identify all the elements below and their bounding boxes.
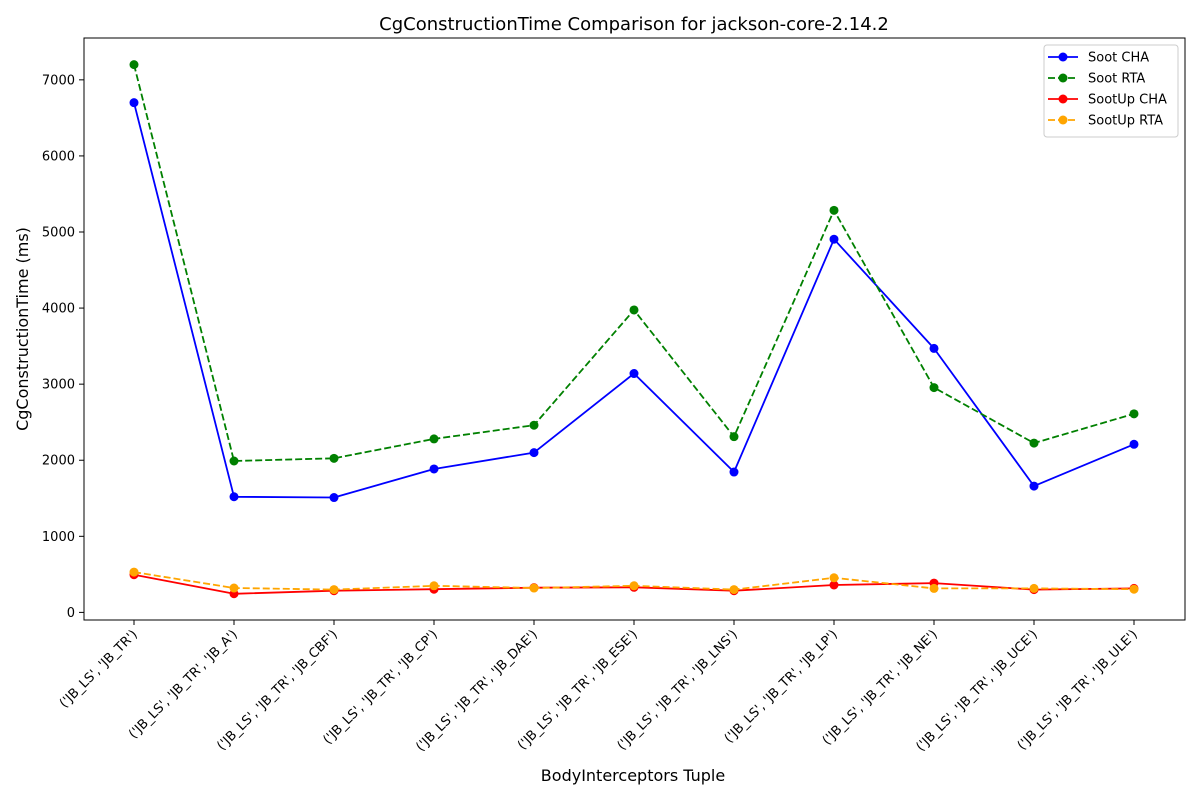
data-point: [129, 60, 139, 70]
data-point: [1029, 438, 1039, 448]
y-axis-label: CgConstructionTime (ms): [13, 227, 32, 431]
y-tick-label: 1000: [42, 530, 75, 545]
series-sootup-rta: [129, 567, 1139, 595]
y-tick-label: 2000: [42, 454, 75, 469]
data-point: [1129, 439, 1139, 449]
data-point: [429, 434, 439, 444]
data-point: [229, 492, 239, 502]
data-point: [1029, 481, 1039, 491]
data-point: [1129, 409, 1139, 419]
data-point: [729, 467, 739, 477]
y-tick-label: 3000: [42, 378, 75, 393]
data-point: [329, 493, 339, 503]
data-point: [929, 383, 939, 393]
legend-label: SootUp CHA: [1088, 93, 1167, 108]
data-point: [929, 583, 939, 593]
data-point: [429, 581, 439, 591]
data-point: [629, 305, 639, 315]
y-tick-label: 0: [67, 606, 75, 621]
data-point: [729, 585, 739, 595]
data-point: [429, 464, 439, 474]
data-point: [229, 456, 239, 466]
data-point: [129, 98, 139, 108]
legend-label: SootUp RTA: [1088, 114, 1163, 129]
data-point: [829, 573, 839, 583]
legend-label: Soot RTA: [1088, 72, 1145, 87]
y-tick-label: 4000: [42, 302, 75, 317]
data-point: [129, 567, 139, 577]
chart-title: CgConstructionTime Comparison for jackso…: [379, 14, 889, 35]
x-axis-label: BodyInterceptors Tuple: [541, 766, 725, 785]
data-point: [329, 585, 339, 595]
data-point: [1029, 583, 1039, 593]
data-point: [529, 420, 539, 430]
data-point: [229, 583, 239, 593]
data-point: [829, 580, 839, 590]
data-point: [329, 453, 339, 463]
data-point: [629, 369, 639, 379]
series-soot-cha: [129, 98, 1139, 503]
data-point: [829, 234, 839, 244]
legend-box: [1043, 44, 1179, 138]
y-axis: 0 1000 2000 3000 4000 5000 6000 7000: [42, 73, 84, 621]
data-point: [529, 583, 539, 593]
data-point: [729, 432, 739, 442]
y-tick-label: 5000: [42, 226, 75, 241]
series-group: [129, 60, 1139, 599]
y-tick-label: 6000: [42, 149, 75, 164]
data-point: [929, 343, 939, 353]
data-point: [1129, 584, 1139, 594]
data-point: [629, 581, 639, 591]
series-soot-rta: [129, 60, 1139, 466]
y-tick-label: 7000: [42, 73, 75, 88]
legend-label: Soot CHA: [1088, 51, 1149, 66]
legend-marker: [1058, 73, 1068, 83]
legend-marker: [1058, 94, 1068, 104]
data-point: [829, 205, 839, 215]
legend-marker: [1058, 115, 1068, 125]
legend: Soot CHA Soot RTA SootUp CHA SootUp RTA: [1043, 44, 1179, 138]
data-point: [529, 448, 539, 458]
legend-marker: [1058, 52, 1068, 62]
